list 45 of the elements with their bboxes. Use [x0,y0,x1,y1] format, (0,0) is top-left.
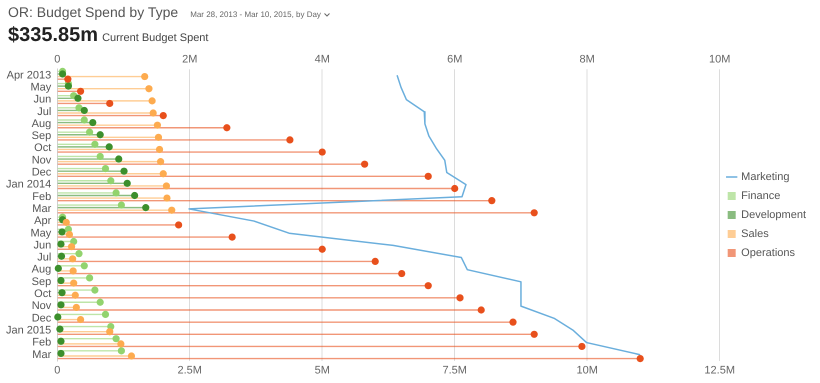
legend-label: Development [741,209,806,222]
y-tick-label: Jan 2015 [6,324,52,336]
y-tick-label: Oct [34,142,52,154]
y-tick-label: Dec [32,312,52,324]
x2-tick-label: 6M [447,54,462,66]
x2-tick-label: 8M [580,54,595,66]
x2-tick-label: 4M [314,54,330,66]
y-tick-label: Dec [32,166,52,179]
x-tick-label: 10M [576,364,598,376]
y-tick-label: Jun [34,239,52,252]
chart-title: OR: Budget Spend by Type [8,4,178,20]
legend-label: Marketing [741,171,790,184]
y-tick-label: Aug [32,118,52,130]
x-tick-label: 2.5M [178,364,202,376]
y-tick-label: Feb [32,336,52,349]
y-tick-label: Jul [37,106,52,118]
legend-label: Finance [741,190,780,202]
y-tick-label: Sep [32,130,52,142]
x2-tick-label: 2M [182,54,198,66]
x-tick-label: 5M [314,364,330,376]
y-tick-label: Sep [32,276,52,288]
x-tick-label: 0 [54,364,60,376]
y-tick-label: Feb [32,190,52,203]
y-tick-label: Apr [34,215,52,228]
y-tick-label: Jun [34,94,52,106]
y-tick-label: Jan 2014 [6,178,52,191]
y-tick-label: May [30,81,52,94]
x-tick-label: 12.5M [704,364,735,376]
y-tick-label: May [30,227,52,240]
y-tick-label: Oct [34,288,52,300]
y-tick-label: Mar [32,202,52,215]
y-tick-label: Nov [32,300,52,312]
legend-label: Sales [741,228,770,240]
legend-label: Operations [741,247,796,260]
text: Current Budget Spent [102,32,208,44]
chart-subtitle: Mar 28, 2013 - Mar 10, 2015, by Day [190,10,321,19]
x2-tick-label: 10M [708,54,730,66]
y-tick-label: Mar [32,348,52,361]
y-tick-label: Jul [37,252,52,264]
y-tick-label: Aug [32,264,52,276]
text: $335.85m [8,24,98,47]
x2-tick-label: 0 [54,54,60,66]
x-tick-label: 7.5M [442,364,467,376]
y-tick-label: Nov [32,154,52,166]
y-tick-label: Apr 2013 [6,69,52,82]
